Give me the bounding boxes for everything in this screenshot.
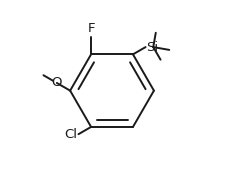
Text: Si: Si — [146, 41, 158, 54]
Text: Cl: Cl — [65, 128, 78, 141]
Text: O: O — [52, 76, 62, 89]
Text: F: F — [87, 22, 95, 35]
